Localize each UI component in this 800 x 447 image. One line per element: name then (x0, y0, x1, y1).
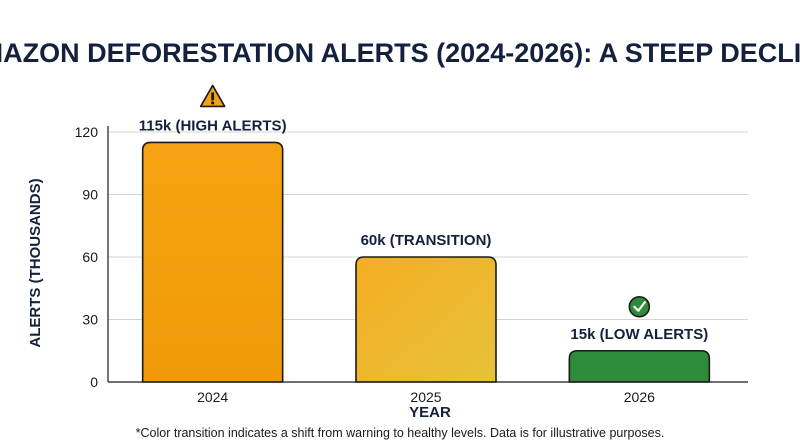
x-tick-label: 2026 (624, 389, 655, 405)
y-tick-label: 90 (82, 187, 98, 203)
status-icons (199, 84, 651, 318)
x-tick-label: 2024 (197, 389, 228, 405)
warning-icon (199, 84, 226, 108)
y-axis-title: ALERTS (THOUSANDS) (27, 178, 44, 347)
y-tick-label: 30 (82, 312, 98, 328)
y-tick-label: 0 (90, 374, 98, 390)
x-tick-label: 2025 (410, 389, 441, 405)
footnote: *Color transition indicates a shift from… (136, 426, 665, 440)
x-axis-ticks: 2024 2025 2026 (197, 389, 655, 405)
data-labels: 115k (HIGH ALERTS) 60k (TRANSITION) 15k (L… (139, 117, 708, 342)
bar-2026 (568, 349, 711, 383)
y-tick-label: 60 (82, 249, 98, 265)
y-tick-label: 120 (75, 124, 99, 140)
data-label: 60k (TRANSITION) (361, 232, 492, 249)
y-axis-ticks: 0 30 60 90 120 (75, 124, 99, 390)
data-label: 115k (HIGH ALERTS) (139, 117, 287, 134)
bar-2024 (141, 141, 284, 383)
check-icon (628, 295, 651, 318)
data-label: 15k (LOW ALERTS) (570, 326, 708, 343)
bars (141, 141, 711, 383)
chart-title: AMAZON DEFORESTATION ALERTS (2024-2026):… (0, 38, 800, 68)
bar-2025 (355, 256, 497, 383)
x-axis-title: YEAR (409, 404, 451, 421)
